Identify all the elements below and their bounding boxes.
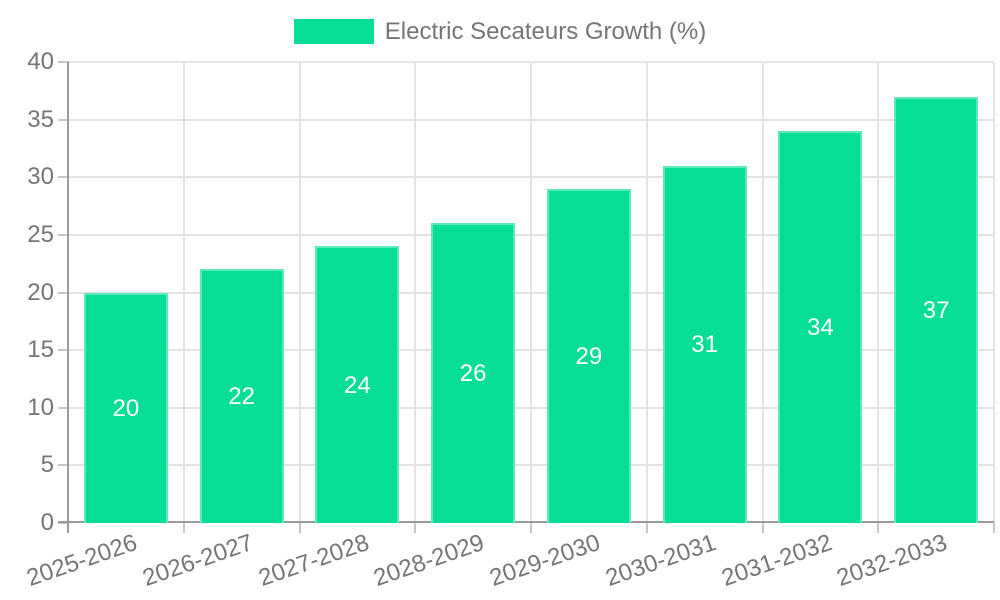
y-tick-mark — [58, 118, 68, 121]
x-tick-mark — [530, 523, 532, 533]
y-tick-mark — [58, 176, 68, 179]
y-tick-mark — [58, 291, 68, 294]
y-tick-label: 25 — [27, 220, 54, 248]
bar-value-label: 34 — [807, 314, 834, 342]
x-tick-label: 2032-2033 — [833, 529, 951, 592]
x-tick-mark — [761, 523, 764, 533]
x-tick-mark — [182, 523, 185, 533]
x-tick-label: 2025-2026 — [23, 529, 141, 592]
bar: 37 — [894, 96, 979, 523]
bar-value-label: 24 — [344, 371, 371, 399]
bar: 26 — [431, 223, 516, 523]
bar-value-label: 37 — [922, 296, 950, 324]
y-axis-line — [67, 62, 69, 533]
x-tick-mark — [993, 523, 995, 533]
x-axis-line — [58, 521, 994, 523]
bar: 29 — [546, 188, 631, 523]
bar-value-label: 22 — [228, 383, 255, 411]
x-tick-label: 2026-2027 — [139, 529, 257, 592]
x-grid-line — [182, 62, 185, 523]
y-tick-label: 40 — [27, 48, 54, 75]
x-tick-label: 2028-2029 — [370, 529, 488, 592]
x-tick-mark — [298, 523, 301, 533]
bar-value-label: 20 — [112, 394, 140, 422]
y-tick-label: 5 — [40, 451, 54, 479]
bar: 24 — [315, 246, 400, 523]
y-tick-mark — [58, 406, 68, 409]
y-tick-label: 30 — [27, 163, 54, 191]
x-grid-line — [993, 62, 995, 523]
legend-label: Electric Secateurs Growth (%) — [384, 18, 707, 45]
y-tick-mark — [58, 61, 68, 63]
x-tick-mark — [645, 523, 648, 533]
x-tick-mark — [414, 523, 417, 533]
bar-value-label: 26 — [459, 360, 487, 388]
bar: 22 — [199, 269, 284, 523]
y-tick-mark — [58, 349, 68, 352]
x-tick-label: 2029-2030 — [486, 529, 604, 592]
y-tick-label: 35 — [27, 105, 54, 133]
x-grid-line — [530, 62, 532, 523]
x-tick-label: 2027-2028 — [254, 529, 373, 592]
legend[interactable]: Electric Secateurs Growth (%) — [0, 19, 1000, 44]
x-grid-line — [761, 62, 764, 523]
x-grid-line — [298, 62, 301, 523]
y-tick-mark — [58, 522, 68, 524]
bar: 34 — [778, 131, 863, 523]
bar: 31 — [662, 165, 747, 523]
bar: 20 — [83, 292, 168, 523]
legend-swatch — [293, 19, 374, 44]
x-grid-line — [414, 62, 417, 523]
bar-value-label: 31 — [691, 331, 718, 359]
x-tick-label: 2030-2031 — [602, 529, 720, 592]
y-tick-mark — [58, 464, 68, 467]
x-tick-label: 2031-2032 — [717, 529, 836, 592]
x-tick-mark — [877, 523, 880, 533]
y-tick-label: 0 — [40, 509, 54, 536]
y-tick-label: 20 — [27, 278, 54, 306]
x-grid-line — [877, 62, 880, 523]
y-tick-mark — [58, 233, 68, 236]
y-tick-label: 15 — [27, 336, 54, 364]
y-tick-label: 10 — [27, 393, 54, 421]
x-grid-line — [645, 62, 648, 523]
bar-value-label: 29 — [575, 342, 603, 370]
